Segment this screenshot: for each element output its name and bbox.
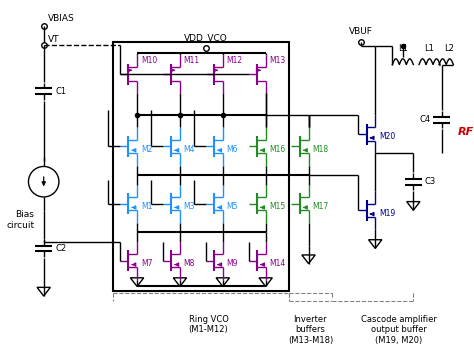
Text: M20: M20	[379, 132, 395, 141]
Text: VDD_VCO: VDD_VCO	[184, 33, 228, 43]
Text: L1: L1	[425, 44, 435, 53]
Text: VBUF: VBUF	[349, 27, 373, 36]
Text: M4: M4	[184, 145, 195, 154]
Text: M11: M11	[184, 56, 200, 65]
Text: VT: VT	[47, 35, 59, 43]
Text: M6: M6	[227, 145, 238, 154]
Text: M2: M2	[141, 145, 152, 154]
Text: Inverter
buffers
(M13-M18): Inverter buffers (M13-M18)	[288, 315, 333, 345]
Text: Ring VCO
(M1-M12): Ring VCO (M1-M12)	[189, 315, 228, 335]
Text: M18: M18	[312, 145, 328, 154]
Text: C1: C1	[55, 87, 66, 96]
Text: M1: M1	[141, 202, 152, 211]
Text: M16: M16	[270, 145, 286, 154]
Text: Cascode amplifier
output buffer
(M19, M20): Cascode amplifier output buffer (M19, M2…	[361, 315, 437, 345]
Text: RF: RF	[458, 127, 474, 137]
Text: M13: M13	[270, 56, 286, 65]
Text: M12: M12	[227, 56, 243, 65]
Text: M3: M3	[184, 202, 195, 211]
Text: M15: M15	[270, 202, 286, 211]
Text: M19: M19	[379, 209, 395, 218]
Text: L2: L2	[444, 44, 454, 53]
Text: M10: M10	[141, 56, 157, 65]
Text: M5: M5	[227, 202, 238, 211]
Text: M9: M9	[227, 259, 238, 268]
Text: M8: M8	[184, 259, 195, 268]
Text: VBIAS: VBIAS	[47, 14, 74, 23]
Text: C4: C4	[419, 115, 430, 124]
Text: L1: L1	[398, 44, 408, 53]
Text: C3: C3	[425, 177, 436, 186]
Text: M14: M14	[270, 259, 286, 268]
Text: Bias
circuit: Bias circuit	[6, 210, 34, 230]
Text: M17: M17	[312, 202, 328, 211]
Text: C2: C2	[55, 244, 66, 253]
Text: M7: M7	[141, 259, 152, 268]
